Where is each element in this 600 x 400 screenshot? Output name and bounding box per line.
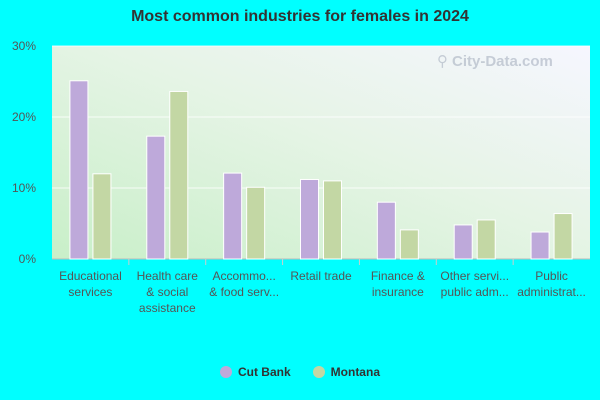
legend: Cut Bank Montana — [0, 365, 600, 379]
x-tick-label: Educational services — [53, 268, 127, 300]
legend-swatch-cut-bank — [219, 366, 232, 378]
x-tick-label: Finance & insurance — [361, 268, 435, 300]
legend-item-cut-bank: Cut Bank — [219, 365, 291, 379]
y-tick-label: 10% — [12, 181, 36, 195]
bar-cut-bank — [146, 135, 166, 260]
bar-cut-bank — [376, 201, 396, 260]
bar-cut-bank — [530, 231, 550, 260]
x-tick-label-line: & social — [146, 285, 189, 299]
watermark-text: City-Data.com — [452, 52, 553, 70]
plot-area — [52, 46, 590, 259]
bar-cut-bank — [300, 178, 319, 260]
bar-cut-bank — [69, 80, 89, 260]
x-tick-label-line: assistance — [138, 301, 196, 315]
y-tick-label: 0% — [19, 252, 37, 266]
y-tick-label: 20% — [12, 110, 36, 124]
x-tick-label: Public administrat... — [515, 268, 589, 300]
x-tick-label-line: Public — [535, 269, 568, 283]
x-tick-label-line: administrat... — [517, 285, 586, 299]
bar-montana — [92, 173, 112, 260]
legend-label-montana: Montana — [330, 365, 380, 379]
chart-title: Most common industries for females in 20… — [131, 8, 469, 25]
bar-montana — [553, 213, 573, 260]
x-tick-label-line: services — [68, 285, 113, 299]
bar-cut-bank — [453, 224, 473, 260]
bar-montana — [169, 90, 189, 260]
bar-montana — [399, 229, 419, 260]
legend-swatch-montana — [312, 366, 325, 378]
x-tick-label: Accommo... & food serv... — [207, 268, 281, 300]
magnifier-icon: ⚲ — [437, 53, 448, 70]
bar-montana — [246, 186, 266, 260]
bar-montana — [476, 219, 496, 260]
bar-montana — [323, 180, 342, 260]
x-tick-label-line: Retail trade — [290, 269, 352, 283]
x-tick-label-line: Health care — [136, 269, 198, 283]
x-tick-label-line: insurance — [371, 285, 424, 299]
x-tick-label-line: Other servi... — [440, 269, 510, 283]
legend-item-montana: Montana — [312, 365, 380, 379]
x-tick-label: Health care & social assistance — [130, 268, 204, 316]
x-tick-label-line: Accommo... — [212, 269, 276, 283]
x-tick-label-line: Finance & — [370, 269, 425, 283]
x-tick-label-line: public adm... — [440, 285, 509, 299]
x-tick-label-line: Educational — [59, 269, 122, 283]
x-tick-label: Other servi... public adm... — [438, 268, 512, 300]
x-tick-label-line: & food serv... — [209, 285, 280, 299]
y-tick-label: 30% — [12, 39, 36, 53]
legend-label-cut-bank: Cut Bank — [237, 365, 291, 379]
x-tick-label: Retail trade — [284, 268, 358, 284]
watermark: ⚲ City-Data.com — [437, 52, 553, 71]
bar-cut-bank — [223, 172, 243, 260]
